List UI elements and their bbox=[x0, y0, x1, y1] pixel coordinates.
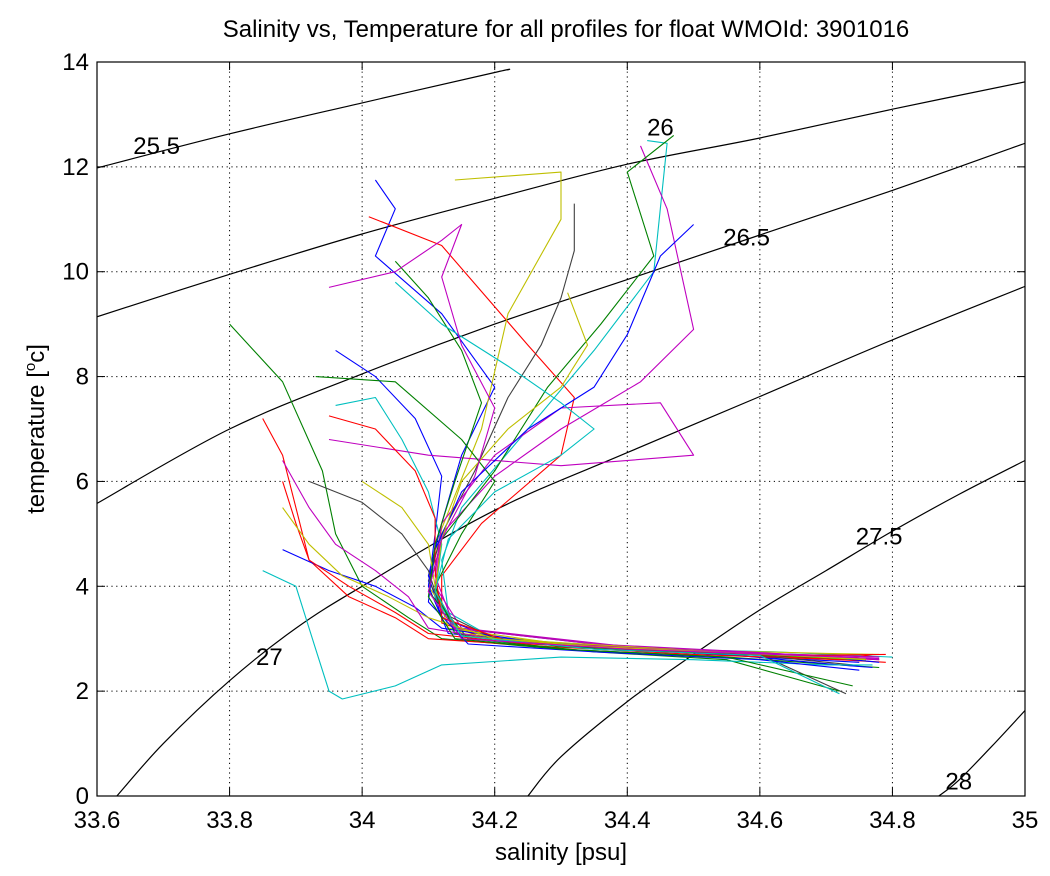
y-axis-label-tail: c] bbox=[23, 344, 50, 363]
y-tick-label: 2 bbox=[76, 678, 89, 705]
density-contour-label: 27.5 bbox=[856, 523, 903, 550]
x-tick-label: 34.8 bbox=[869, 807, 916, 834]
chart-title: Salinity vs, Temperature for all profile… bbox=[223, 16, 910, 43]
grid bbox=[97, 62, 1025, 796]
profile-line bbox=[282, 460, 880, 658]
y-axis-label: temperature [oc] bbox=[22, 344, 50, 514]
profile-lines bbox=[229, 134, 893, 700]
y-tick-label: 8 bbox=[76, 364, 89, 391]
density-contour-label: 26 bbox=[647, 115, 674, 142]
density-contour-line bbox=[116, 285, 1025, 796]
density-contour-label: 26.5 bbox=[723, 225, 770, 252]
density-contours: 25.5 26 26.5 27 27.5 28 bbox=[97, 68, 1025, 796]
y-axis-label-main: temperature [ bbox=[23, 371, 50, 514]
profile-line bbox=[262, 418, 886, 663]
profile-line bbox=[394, 260, 853, 687]
density-contour-line bbox=[527, 459, 1025, 796]
profile-line bbox=[328, 223, 880, 660]
x-tick-label: 34 bbox=[349, 807, 376, 834]
profile-line bbox=[328, 402, 880, 661]
x-tick-label: 35 bbox=[1012, 807, 1039, 834]
density-contour-line bbox=[938, 710, 1025, 796]
density-contour-line bbox=[97, 142, 1025, 504]
y-tick-label: 4 bbox=[76, 573, 89, 600]
x-tick-label: 34.4 bbox=[604, 807, 651, 834]
plot-frame bbox=[96, 61, 1026, 797]
y-tick-label: 0 bbox=[76, 783, 89, 810]
axis-ticks: 33.6 33.8 34 34.2 34.4 34.6 34.8 35 0 2 4 6 8 10 12 14 bbox=[62, 49, 1038, 834]
profile-line bbox=[262, 570, 873, 700]
profile-line bbox=[394, 281, 840, 695]
x-tick-label: 33.8 bbox=[206, 807, 253, 834]
density-contour-label: 25.5 bbox=[133, 133, 180, 160]
x-tick-label: 34.6 bbox=[736, 807, 783, 834]
y-tick-label: 12 bbox=[62, 154, 89, 181]
x-tick-label: 33.6 bbox=[74, 807, 121, 834]
y-tick-label: 6 bbox=[76, 468, 89, 495]
y-tick-label: 14 bbox=[62, 49, 89, 76]
density-contour-label: 28 bbox=[945, 768, 972, 795]
y-axis-label-superscript: o bbox=[22, 363, 39, 371]
density-contour-label: 27 bbox=[256, 644, 283, 671]
x-tick-label: 34.2 bbox=[471, 807, 518, 834]
y-tick-label: 10 bbox=[62, 259, 89, 286]
x-axis-label: salinity [psu] bbox=[495, 839, 627, 866]
density-contour-line bbox=[97, 68, 511, 169]
